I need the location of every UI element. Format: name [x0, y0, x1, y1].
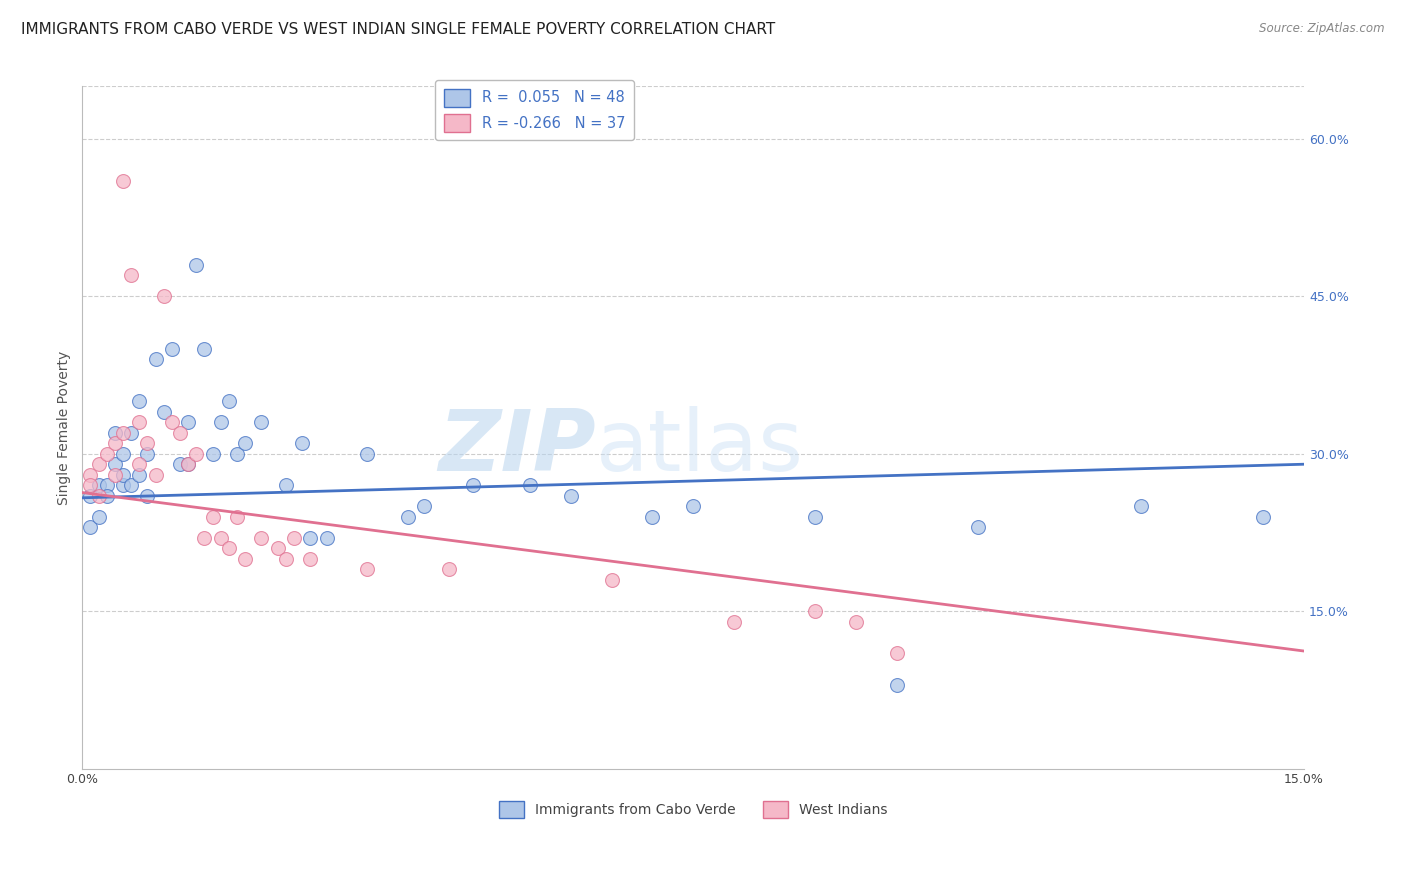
Point: [845, 615, 868, 629]
Point: [886, 678, 908, 692]
Point: [250, 531, 273, 545]
Point: [79, 467, 101, 482]
Text: atlas: atlas: [596, 407, 803, 490]
Text: Source: ZipAtlas.com: Source: ZipAtlas.com: [1260, 22, 1385, 36]
Point: [136, 489, 159, 503]
Point: [233, 436, 256, 450]
Point: [413, 499, 436, 513]
Point: [111, 174, 134, 188]
Point: [315, 531, 337, 545]
Point: [193, 531, 215, 545]
Point: [96, 478, 118, 492]
Point: [128, 457, 150, 471]
Point: [193, 342, 215, 356]
Point: [250, 415, 273, 429]
Point: [682, 499, 704, 513]
Point: [120, 425, 142, 440]
Point: [169, 457, 191, 471]
Point: [104, 467, 127, 482]
Point: [87, 457, 110, 471]
Point: [160, 342, 183, 356]
Point: [104, 436, 127, 450]
Point: [267, 541, 290, 556]
Point: [152, 289, 174, 303]
Point: [299, 551, 322, 566]
Point: [79, 478, 101, 492]
Point: [1253, 509, 1275, 524]
Point: [169, 425, 191, 440]
Point: [437, 562, 460, 576]
Point: [128, 415, 150, 429]
Point: [128, 394, 150, 409]
Point: [96, 447, 118, 461]
Point: [463, 478, 485, 492]
Point: [145, 467, 167, 482]
Point: [274, 478, 297, 492]
Point: [111, 425, 134, 440]
Point: [723, 615, 745, 629]
Point: [104, 457, 127, 471]
Point: [152, 405, 174, 419]
Point: [967, 520, 990, 534]
Point: [226, 447, 249, 461]
Point: [209, 531, 232, 545]
Point: [560, 489, 582, 503]
Point: [111, 467, 134, 482]
Point: [299, 531, 322, 545]
Point: [136, 447, 159, 461]
Point: [136, 436, 159, 450]
Point: [226, 509, 249, 524]
Point: [177, 415, 200, 429]
Point: [96, 489, 118, 503]
Point: [160, 415, 183, 429]
Point: [291, 436, 314, 450]
Legend: Immigrants from Cabo Verde, West Indians: Immigrants from Cabo Verde, West Indians: [494, 795, 893, 823]
Point: [186, 447, 208, 461]
Y-axis label: Single Female Poverty: Single Female Poverty: [58, 351, 72, 505]
Point: [600, 573, 623, 587]
Point: [111, 447, 134, 461]
Point: [396, 509, 419, 524]
Point: [209, 415, 232, 429]
Point: [804, 604, 827, 618]
Point: [1130, 499, 1153, 513]
Point: [233, 551, 256, 566]
Point: [177, 457, 200, 471]
Point: [218, 394, 240, 409]
Point: [87, 509, 110, 524]
Point: [87, 489, 110, 503]
Point: [356, 447, 378, 461]
Point: [186, 258, 208, 272]
Point: [104, 425, 127, 440]
Point: [177, 457, 200, 471]
Point: [641, 509, 664, 524]
Point: [201, 447, 224, 461]
Point: [519, 478, 541, 492]
Point: [128, 467, 150, 482]
Point: [120, 268, 142, 283]
Point: [120, 478, 142, 492]
Point: [274, 551, 297, 566]
Point: [283, 531, 305, 545]
Point: [804, 509, 827, 524]
Text: ZIP: ZIP: [437, 407, 596, 490]
Point: [79, 520, 101, 534]
Point: [201, 509, 224, 524]
Point: [356, 562, 378, 576]
Point: [886, 646, 908, 660]
Point: [79, 489, 101, 503]
Point: [87, 478, 110, 492]
Point: [218, 541, 240, 556]
Point: [145, 352, 167, 367]
Text: IMMIGRANTS FROM CABO VERDE VS WEST INDIAN SINGLE FEMALE POVERTY CORRELATION CHAR: IMMIGRANTS FROM CABO VERDE VS WEST INDIA…: [21, 22, 775, 37]
Point: [111, 478, 134, 492]
